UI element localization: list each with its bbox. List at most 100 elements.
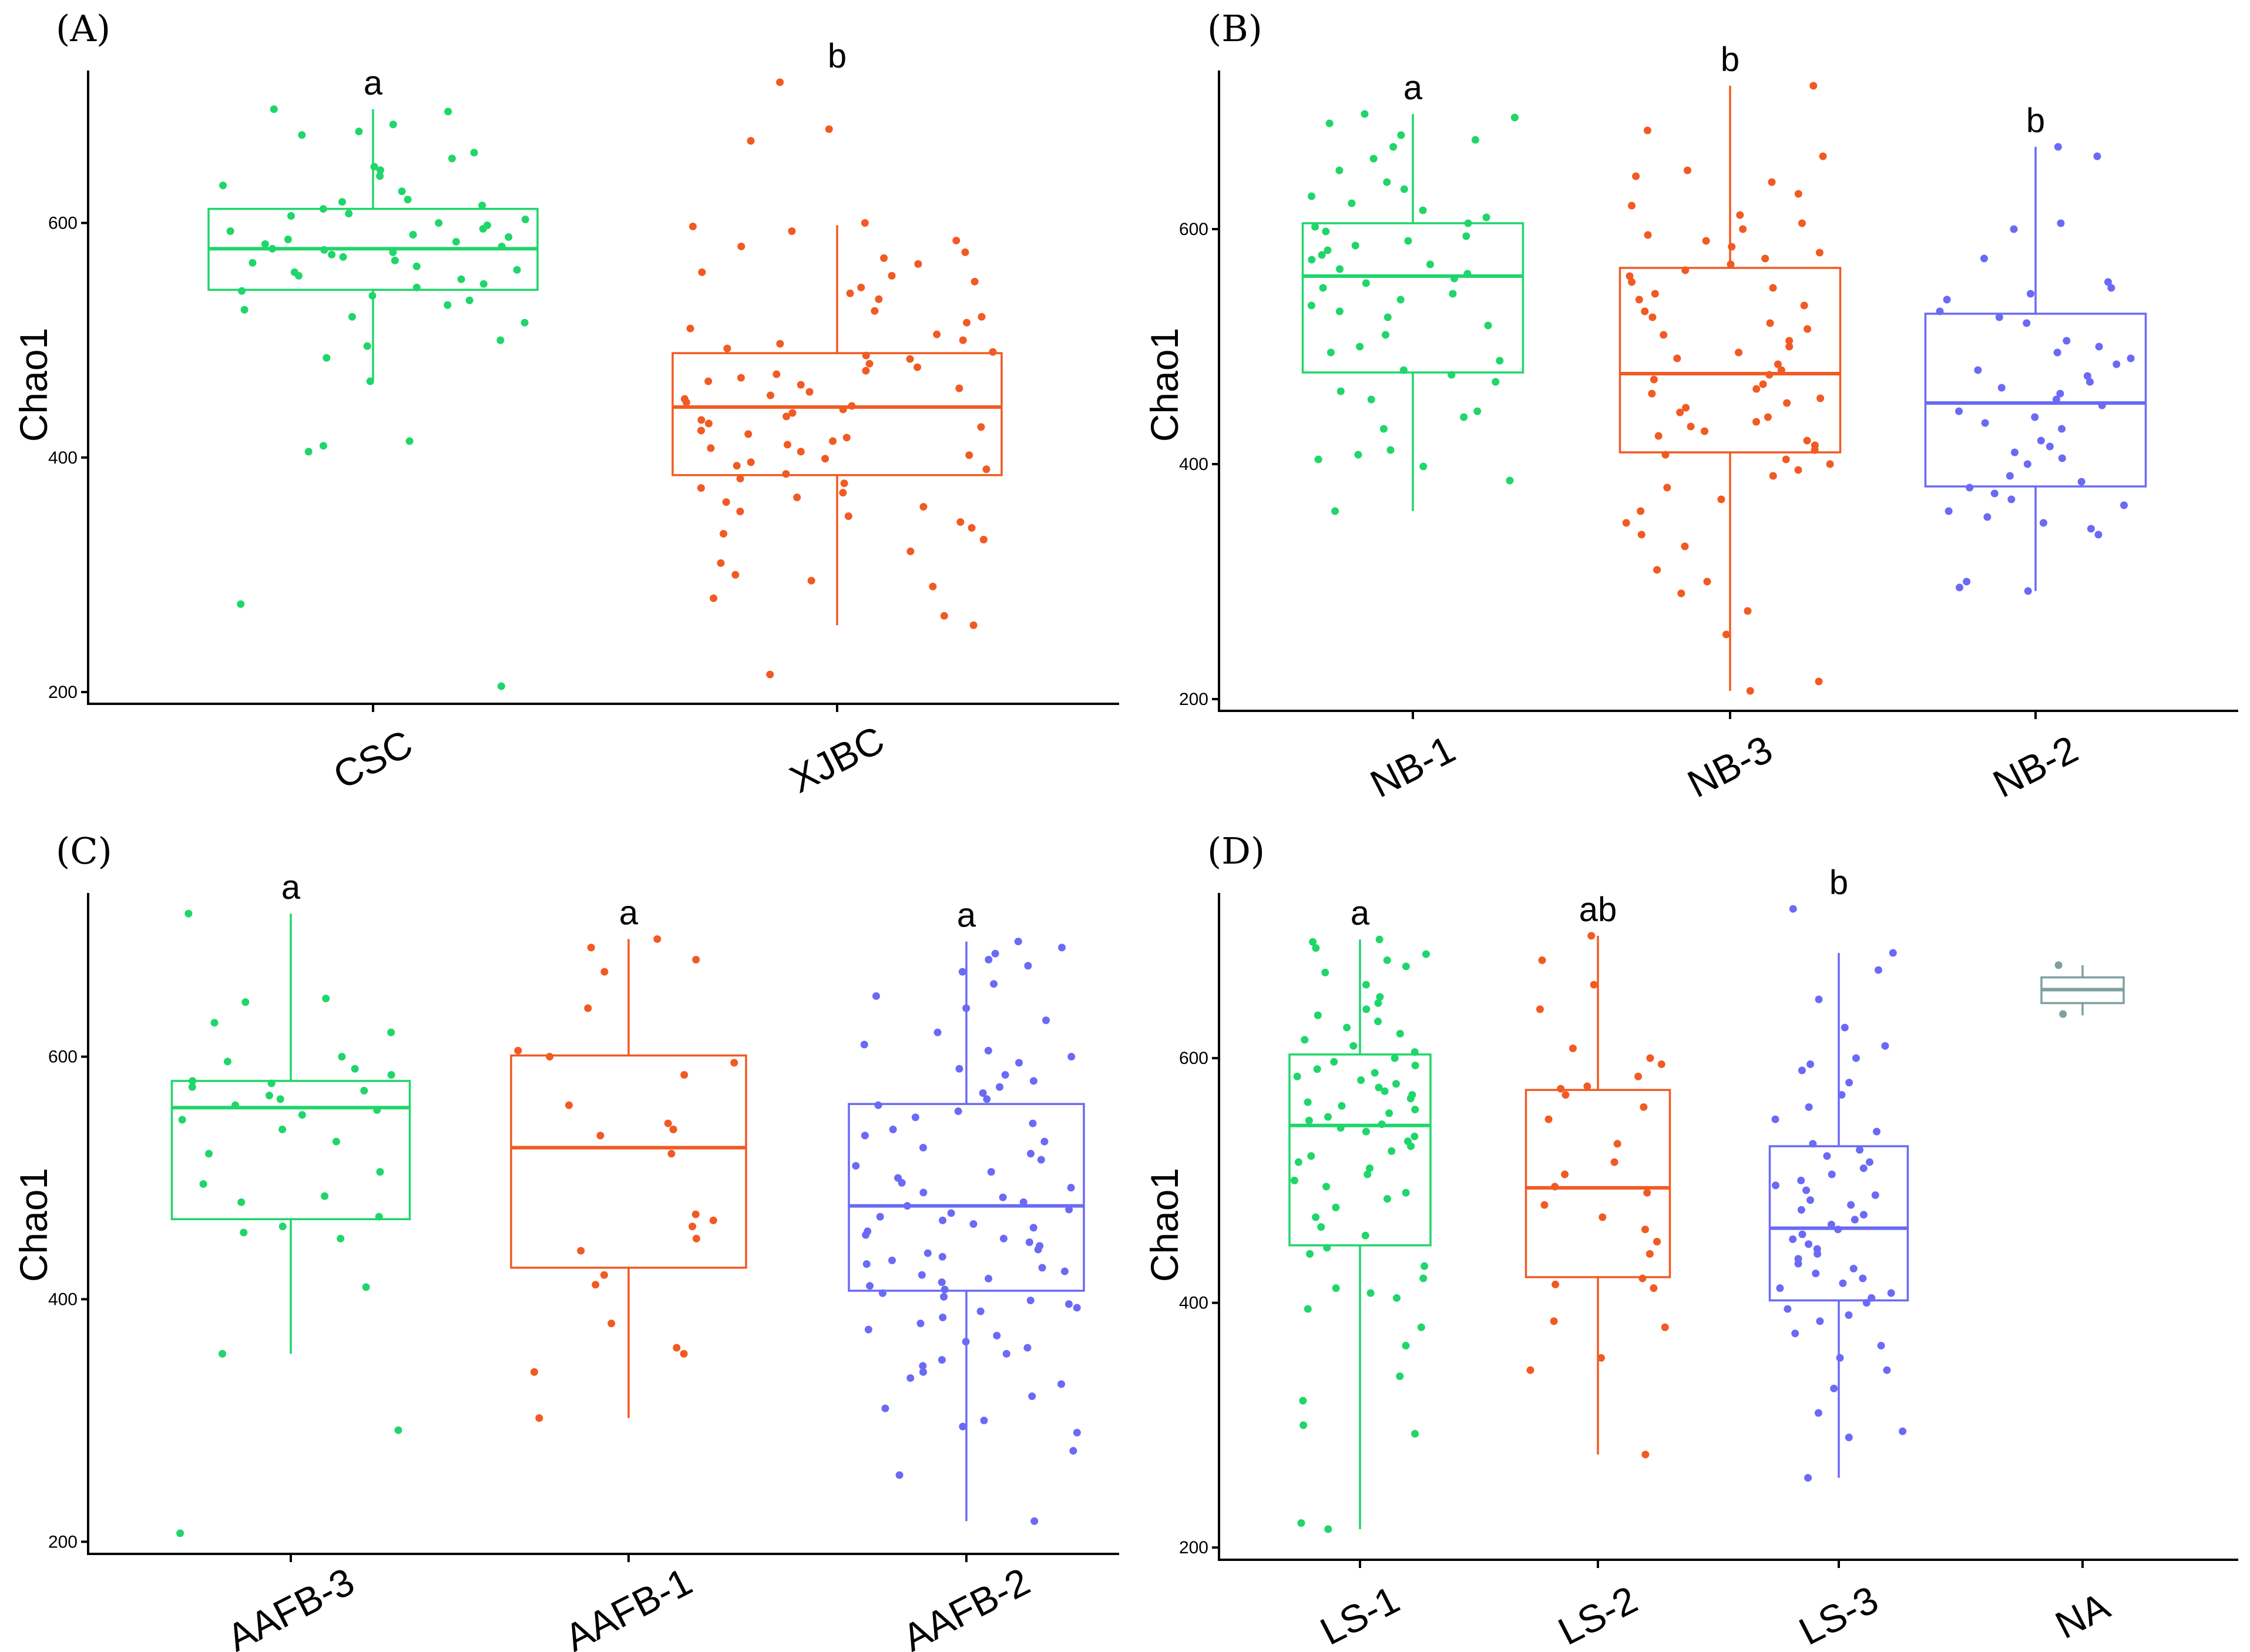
data-point-xjbc (982, 465, 990, 474)
data-point-csc (284, 235, 292, 243)
data-point-nb-2 (1966, 483, 1974, 492)
data-point-ls-1 (1388, 1147, 1396, 1155)
data-point-ls-1 (1402, 1188, 1410, 1197)
data-point-nb-3 (1684, 166, 1692, 174)
data-point-aafb-2 (980, 1416, 988, 1425)
data-point-nb-1 (1426, 260, 1434, 268)
data-point-ls-2 (1653, 1238, 1661, 1246)
data-point-xjbc (919, 503, 928, 511)
data-point-ls-2 (1643, 1188, 1651, 1197)
data-point-aafb-3 (189, 1077, 197, 1085)
data-point-aafb-2 (878, 1289, 886, 1297)
x-tick-label-aafb-1: AAFB-1 (558, 1559, 698, 1652)
significance-label-csc: a (364, 64, 383, 102)
data-point-nb-1 (1308, 256, 1316, 264)
data-point-nb-1 (1396, 296, 1405, 304)
data-point-nb-3 (1661, 451, 1670, 459)
data-point-nb-3 (1643, 126, 1651, 135)
data-point-nb-1 (1356, 343, 1364, 351)
data-point-nb-3 (1654, 432, 1663, 440)
data-point-csc (339, 253, 347, 261)
data-point-aafb-2 (903, 1202, 911, 1210)
data-point-xjbc (862, 367, 870, 375)
data-point-nb-1 (1322, 227, 1330, 236)
data-point-xjbc (736, 475, 744, 483)
panel-d: (D) Chao1 200 400 600 LS-1 a LS-2 ab LS-3 b NA (1143, 830, 2238, 1652)
data-point-aafb-1 (546, 1053, 554, 1061)
data-point-ls-1 (1312, 944, 1320, 952)
data-point-nb-1 (1399, 366, 1408, 374)
data-point-ls-3 (1814, 1409, 1822, 1417)
data-point-aafb-3 (184, 909, 193, 918)
data-point-nb-3 (1648, 313, 1657, 321)
panel-label-a: (A) (56, 7, 110, 50)
data-point-nb-3 (1764, 413, 1772, 421)
data-point-xjbc (698, 268, 706, 276)
data-point-nb-2 (1974, 366, 1982, 374)
y-tick-label: 600 (1179, 1049, 1208, 1068)
data-point-aafb-2 (1015, 1059, 1023, 1067)
data-point-ls-1 (1396, 1372, 1404, 1381)
data-point-aafb-2 (1034, 1245, 1042, 1254)
data-point-aafb-2 (1029, 1119, 1037, 1127)
data-point-aafb-3 (188, 1083, 196, 1091)
data-point-aafb-3 (241, 998, 250, 1006)
data-point-csc (287, 212, 295, 220)
data-point-ls-1 (1297, 1519, 1305, 1527)
box-ls-3 (1768, 1145, 1909, 1302)
data-point-xjbc (844, 512, 852, 521)
data-point-aafb-1 (607, 1319, 616, 1328)
data-point-aafb-2 (1058, 943, 1066, 952)
data-point-nb-3 (1752, 385, 1761, 393)
box-ls-1 (1288, 1053, 1432, 1247)
data-point-nb-2 (1963, 577, 1971, 586)
data-point-csc (389, 248, 397, 256)
data-point-aafb-1 (709, 1216, 717, 1224)
axes-a (87, 70, 1119, 705)
data-point-ls-1 (1396, 1029, 1404, 1037)
data-point-aafb-2 (923, 1249, 932, 1257)
y-tick-label: 600 (48, 214, 78, 233)
data-point-xjbc (970, 277, 979, 286)
data-point-ls-3 (1798, 1066, 1806, 1075)
data-point-csc (520, 318, 529, 327)
data-point-nb-1 (1419, 462, 1428, 471)
data-point-csc (366, 377, 374, 385)
data-point-xjbc (704, 377, 713, 385)
data-point-ls-1 (1411, 1048, 1419, 1056)
data-point-nb-1 (1464, 219, 1472, 227)
data-point-nb-2 (1945, 507, 1953, 515)
data-point-aafb-1 (730, 1059, 738, 1067)
data-point-nb-1 (1336, 387, 1345, 395)
data-point-csc (465, 296, 473, 304)
data-point-xjbc (776, 340, 784, 348)
data-point-ls-1 (1343, 1023, 1351, 1032)
data-point-aafb-2 (1073, 1304, 1081, 1312)
data-point-xjbc (875, 295, 883, 303)
data-point-ls-1 (1385, 1109, 1393, 1117)
data-point-aafb-3 (219, 1349, 227, 1358)
data-point-ls-3 (1784, 1305, 1792, 1313)
data-point-xjbc (846, 289, 854, 297)
data-point-nb-2 (2054, 143, 2062, 151)
data-point-aafb-1 (680, 1071, 689, 1079)
data-point-aafb-2 (919, 1188, 928, 1197)
data-point-ls-1 (1349, 1042, 1358, 1050)
data-point-aafb-1 (692, 1234, 700, 1243)
data-point-aafb-2 (1038, 1264, 1046, 1272)
data-point-nb-2 (1980, 254, 1988, 263)
data-point-csc (435, 219, 443, 227)
data-point-aafb-2 (939, 1313, 947, 1321)
data-point-xjbc (839, 489, 847, 497)
data-point-nb-1 (1404, 237, 1412, 245)
data-point-ls-3 (1839, 1279, 1847, 1287)
data-point-xjbc (733, 462, 741, 470)
data-point-xjbc (861, 219, 869, 227)
data-point-nb-1 (1335, 166, 1344, 174)
data-point-ls-2 (1536, 1005, 1544, 1013)
data-point-aafb-1 (653, 935, 661, 943)
data-point-xjbc (720, 530, 728, 538)
data-point-nb-1 (1496, 357, 1504, 365)
data-point-nb-2 (2058, 425, 2066, 433)
data-point-aafb-2 (933, 1028, 942, 1036)
